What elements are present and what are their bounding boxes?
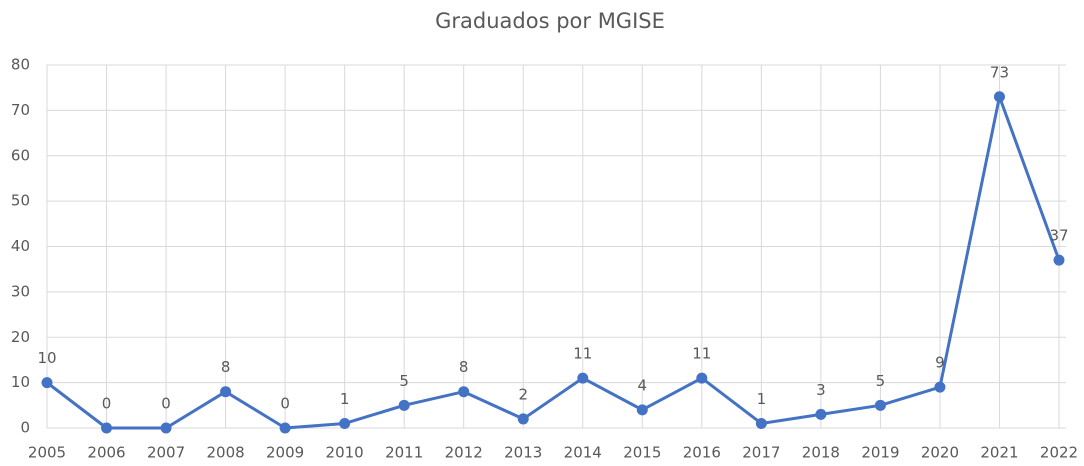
x-tick-label: 2009: [266, 444, 304, 462]
y-tick-label: 80: [11, 56, 30, 74]
y-tick-label: 60: [11, 146, 30, 164]
data-label: 5: [876, 372, 886, 390]
y-tick-label: 40: [11, 237, 30, 255]
point: [398, 399, 410, 411]
x-tick-label: 2006: [87, 444, 125, 462]
point: [458, 386, 470, 398]
data-label: 11: [692, 345, 711, 363]
data-label: 10: [37, 349, 56, 367]
x-tick-label: 2014: [564, 444, 602, 462]
point: [934, 381, 946, 393]
point: [577, 372, 589, 384]
point: [993, 91, 1005, 103]
x-tick-label: 2017: [742, 444, 780, 462]
point: [220, 386, 232, 398]
point: [755, 417, 767, 429]
line: [46, 95, 1061, 430]
data-label: 1: [757, 390, 767, 408]
data-label: 8: [459, 358, 469, 376]
data-label: 9: [935, 354, 945, 372]
chart-title: Graduados por MGISE: [435, 9, 665, 33]
data-label: 2: [518, 385, 528, 403]
x-tick-label: 2015: [623, 444, 661, 462]
point: [41, 377, 53, 389]
data-label: 4: [638, 376, 648, 394]
point: [696, 372, 708, 384]
x-tick-label: 2007: [147, 444, 185, 462]
data-label: 1: [340, 390, 350, 408]
point: [636, 404, 648, 416]
point: [101, 422, 113, 434]
data-label: 37: [1049, 227, 1068, 245]
data-label: 3: [816, 381, 826, 399]
x-tick-label: 2008: [206, 444, 244, 462]
y-tick-label: 50: [11, 192, 30, 210]
x-tick-label: 2005: [28, 444, 66, 462]
point: [1053, 254, 1065, 266]
x-tick-label: 2013: [504, 444, 542, 462]
point: [874, 399, 886, 411]
x-tick-label: 2020: [921, 444, 959, 462]
data-label: 11: [573, 345, 592, 363]
data-label: 0: [102, 395, 112, 413]
x-tick-label: 2012: [445, 444, 483, 462]
x-tick-label: 2018: [802, 444, 840, 462]
x-tick-label: 2011: [385, 444, 423, 462]
point: [815, 408, 827, 420]
point: [160, 422, 172, 434]
x-tick-label: 2010: [326, 444, 364, 462]
x-tick-label: 2019: [861, 444, 899, 462]
y-tick-label: 10: [11, 373, 30, 391]
point: [339, 417, 351, 429]
data-label: 8: [221, 358, 231, 376]
point: [279, 422, 291, 434]
x-tick-label: 2022: [1040, 444, 1078, 462]
y-tick-label: 20: [11, 328, 30, 346]
x-tick-label: 2021: [980, 444, 1018, 462]
data-label: 5: [399, 372, 409, 390]
data-label: 0: [280, 395, 290, 413]
y-tick-label: 30: [11, 282, 30, 300]
y-tick-label: 70: [11, 101, 30, 119]
x-tick-label: 2016: [683, 444, 721, 462]
data-label: 73: [990, 63, 1009, 81]
point: [517, 413, 529, 425]
y-tick-label: 0: [20, 419, 30, 437]
data-label: 0: [161, 395, 171, 413]
